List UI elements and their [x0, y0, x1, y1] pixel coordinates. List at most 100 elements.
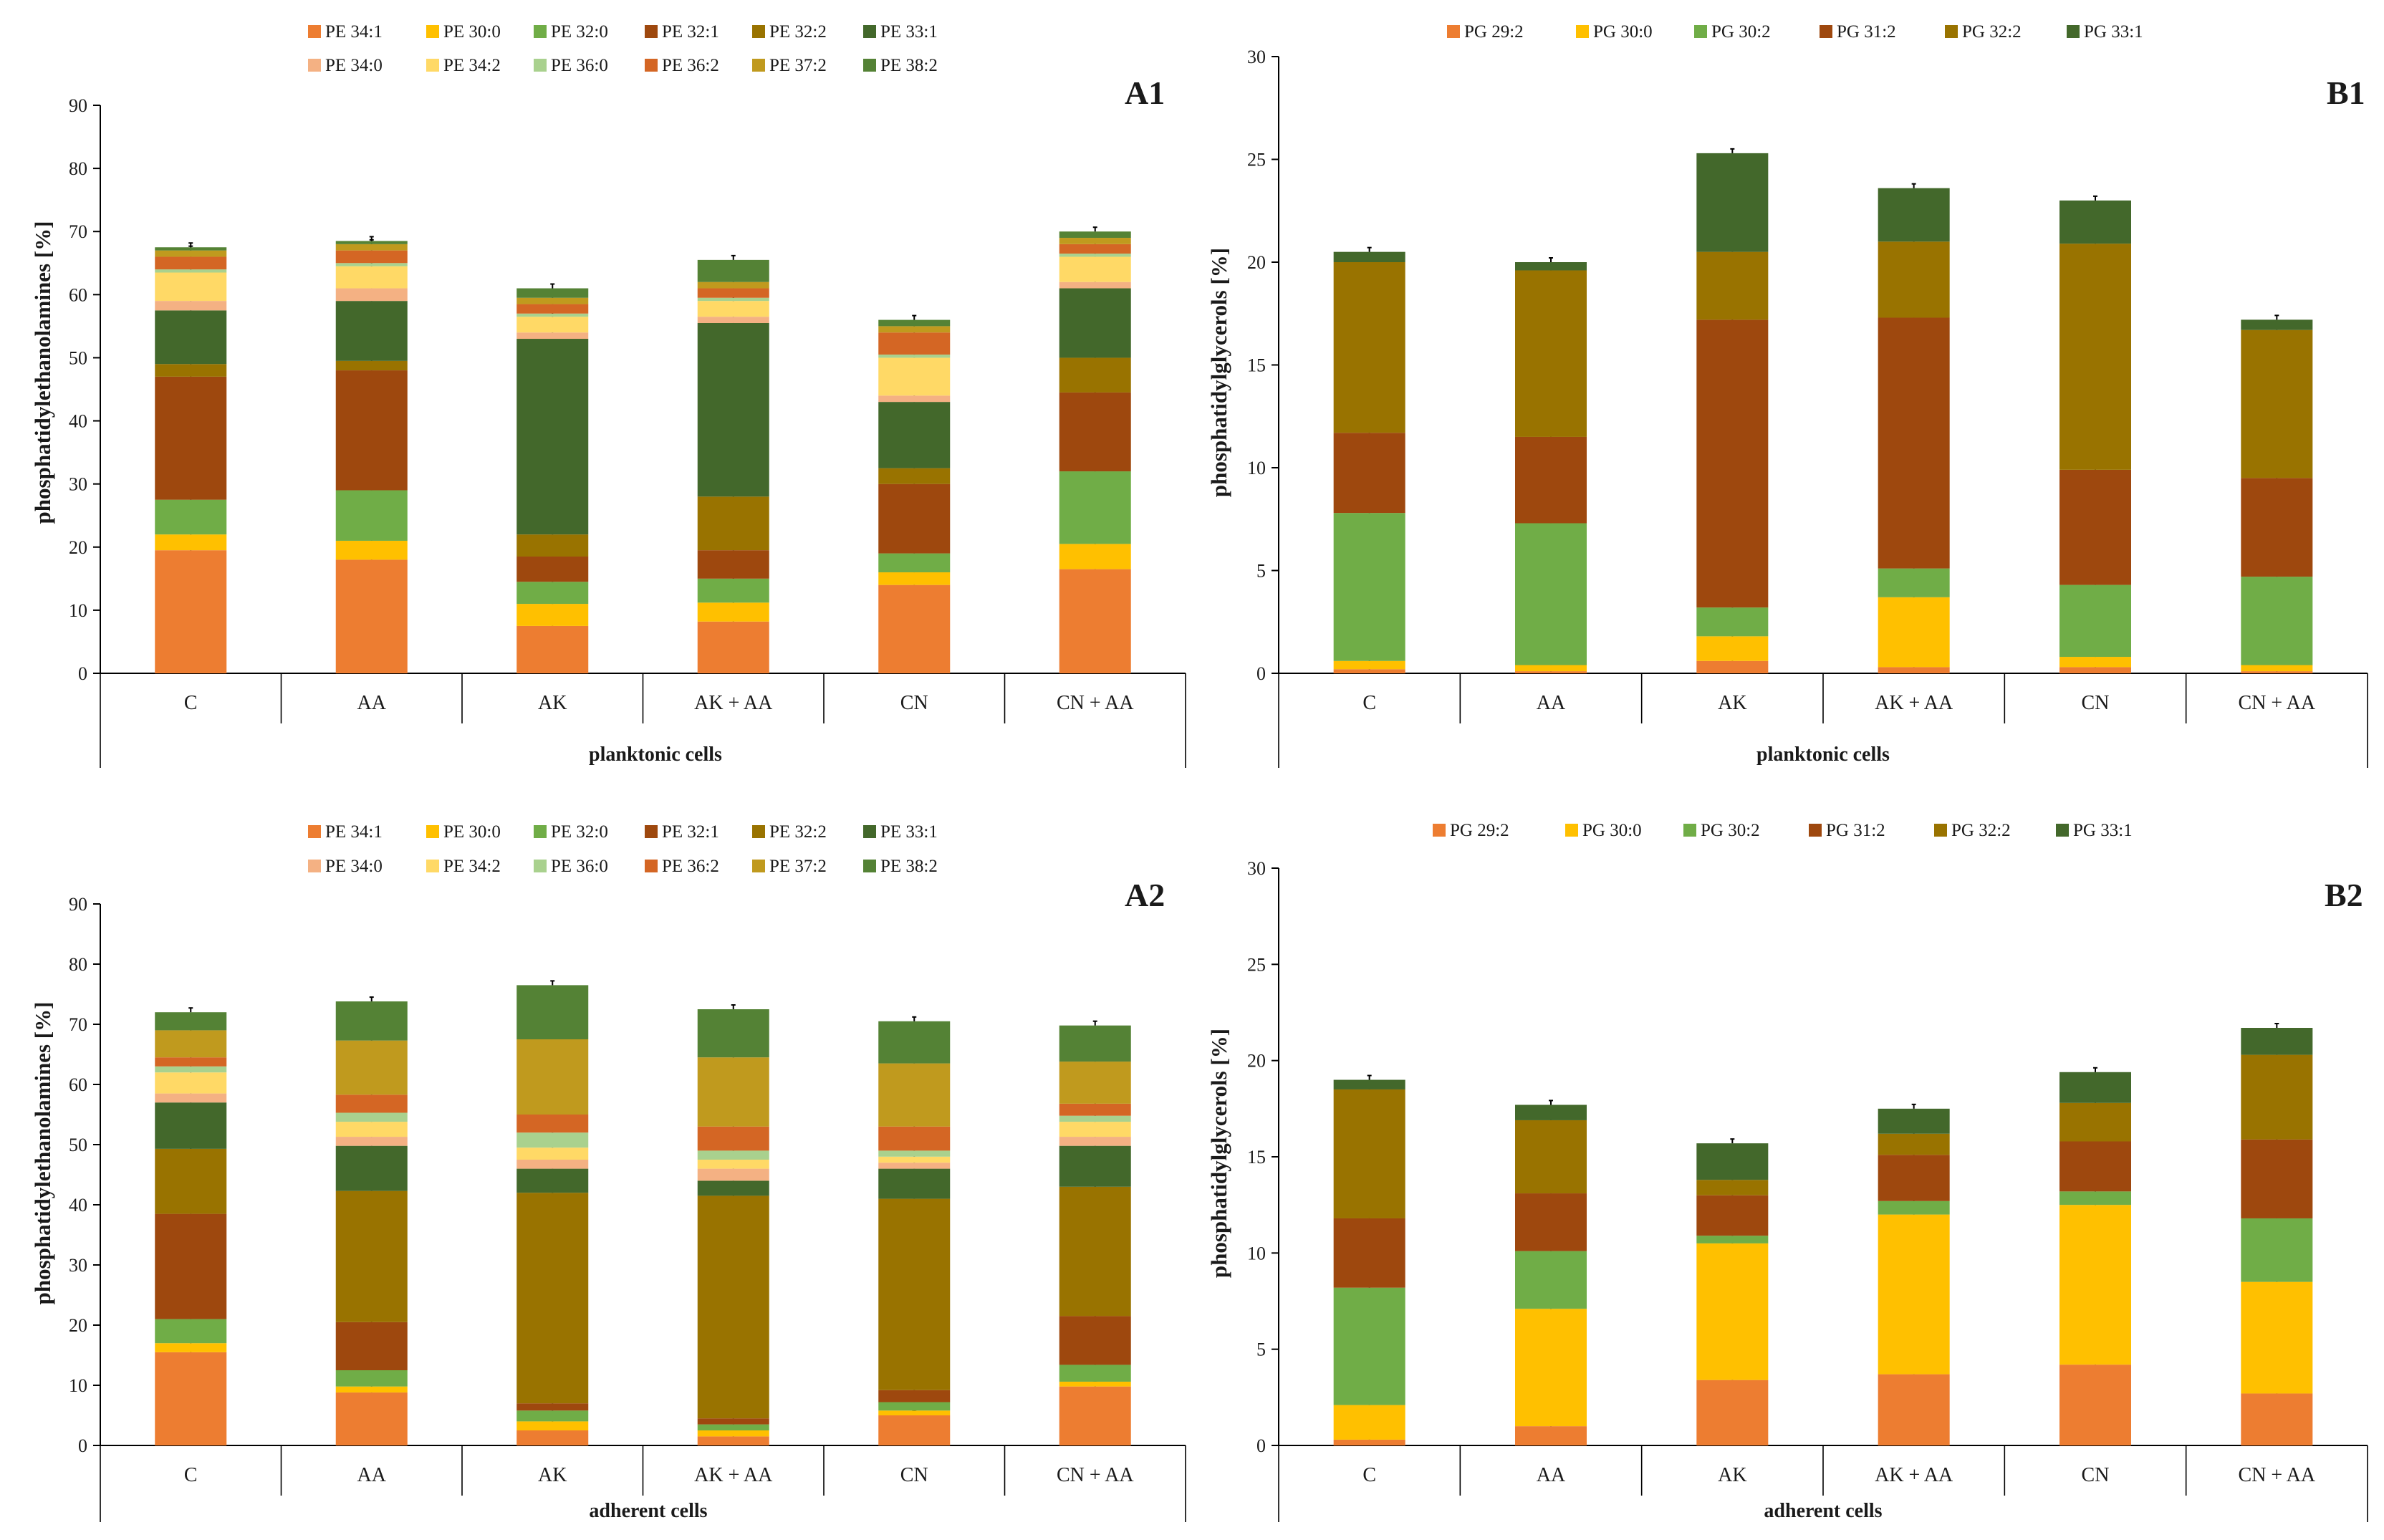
bar-segment-a1 — [335, 250, 408, 264]
legend-label-b1: PG 29:2 — [1464, 22, 1524, 42]
legend-swatch-a1 — [308, 25, 321, 38]
legend-swatch-a1 — [863, 25, 876, 38]
bar-segment-a2 — [516, 1115, 589, 1133]
legend-label-a2: PE 32:0 — [551, 822, 608, 842]
category-label-a2: CN — [900, 1464, 928, 1486]
legend-swatch-a1 — [426, 25, 439, 38]
category-label-b1: AK + AA — [1875, 692, 1953, 714]
bar-segment-a1 — [516, 297, 589, 304]
bar-segment-b1 — [1696, 607, 1769, 637]
legend-label-a2: PE 36:0 — [551, 857, 608, 876]
category-label-b2: C — [1362, 1464, 1376, 1486]
y-tick-label-b1: 20 — [1247, 252, 1266, 273]
bar-segment-a2 — [697, 1009, 769, 1058]
legend-label-a1: PE 32:1 — [662, 22, 719, 42]
legend-label-b2: PG 32:2 — [1951, 821, 2011, 840]
y-tick-label-a1: 40 — [69, 411, 87, 432]
legend-swatch-b2 — [1683, 824, 1696, 837]
bar-segment-b2 — [1333, 1287, 1405, 1405]
bar-segment-b1 — [1515, 436, 1587, 524]
y-tick-label-a2: 30 — [69, 1255, 87, 1276]
bar-segment-a2 — [878, 1402, 951, 1411]
bar-segment-b2 — [1515, 1251, 1587, 1309]
bar-segment-a2 — [155, 1352, 227, 1445]
bar-segment-a1 — [1059, 392, 1131, 472]
bar-segment-a2 — [878, 1390, 951, 1402]
bar-segment-a2 — [155, 1072, 227, 1094]
bar-segment-a1 — [516, 313, 589, 317]
bar-segment-a1 — [335, 540, 408, 560]
bar-segment-b1 — [1515, 671, 1587, 673]
chart-a1: 0 10 20 30 40 50 60 70 80 90 C AA AK AK + AA CN CN + AA… — [69, 22, 1186, 768]
bar-segment-a2 — [878, 1126, 951, 1151]
category-label-b1: AA — [1537, 692, 1566, 714]
bar-segment-a2 — [697, 1436, 769, 1445]
legend-swatch-a2 — [426, 860, 439, 872]
bar-segment-b1 — [1878, 241, 1950, 318]
y-axis-title-a1: phosphatidylethanolamines [%] — [30, 221, 55, 524]
y-tick-label-a1: 20 — [69, 537, 87, 558]
bar-segment-b2 — [1515, 1309, 1587, 1427]
bar-segment-a2 — [155, 1093, 227, 1103]
bar-segment-a2 — [697, 1418, 769, 1425]
legend-swatch-b1 — [2067, 25, 2080, 38]
bar-segment-a2 — [697, 1057, 769, 1127]
panel-b1: B1 phosphatidylglycerols [%] planktonic … — [1206, 74, 2365, 766]
y-tick-label-a2: 80 — [69, 954, 87, 975]
bar-segment-a1 — [1059, 238, 1131, 244]
bar-segment-b1 — [1878, 188, 1950, 242]
panel-label-b1: B1 — [2327, 74, 2365, 111]
bar-segment-a1 — [697, 550, 769, 579]
legend-label-a1: PE 37:2 — [769, 56, 827, 75]
chart-b1: 0 5 10 15 20 25 30 C AA AK AK + AA CN CN + AA PG 29:2… — [1247, 22, 2368, 768]
bar-segment-a2 — [516, 1168, 589, 1193]
bar-segment-a1 — [335, 559, 408, 673]
bar-segment-b2 — [1515, 1193, 1587, 1251]
bar-segment-a2 — [878, 1156, 951, 1163]
category-label-a1: AK + AA — [694, 692, 773, 714]
bar-segment-b1 — [2059, 667, 2131, 673]
bar-segment-a1 — [697, 578, 769, 603]
bar-segment-b1 — [1515, 665, 1587, 672]
bar-segment-b2 — [1333, 1405, 1405, 1440]
bar-segment-b2 — [1515, 1105, 1587, 1120]
legend-label-a2: PE 32:1 — [662, 822, 719, 842]
y-tick-label-a1: 80 — [69, 158, 87, 179]
bar-segment-a1 — [878, 357, 951, 396]
legend-swatch-a1 — [752, 25, 765, 38]
bar-segment-a1 — [878, 553, 951, 573]
legend-swatch-a2 — [863, 860, 876, 872]
legend-swatch-a1 — [863, 59, 876, 72]
bar-segment-b1 — [1515, 270, 1587, 437]
bar-segment-a2 — [335, 1112, 408, 1122]
bar-segment-b2 — [1878, 1133, 1950, 1155]
panel-label-b2: B2 — [2325, 877, 2363, 913]
bar-segment-a1 — [697, 297, 769, 302]
bar-segment-b2 — [2059, 1365, 2131, 1445]
bar-segment-b2 — [2059, 1191, 2131, 1205]
legend-swatch-b1 — [1576, 25, 1589, 38]
bar-segment-b1 — [1333, 251, 1405, 262]
bar-segment-a1 — [335, 370, 408, 491]
bar-segment-a1 — [1059, 244, 1131, 254]
bar-segment-b1 — [1333, 513, 1405, 661]
bar-segment-a1 — [155, 499, 227, 535]
legend-swatch-a2 — [308, 860, 321, 872]
category-label-a1: C — [184, 692, 198, 714]
bar-segment-a1 — [1059, 471, 1131, 544]
bar-segment-a1 — [1059, 281, 1131, 289]
panel-a1: A1 phosphatidylethanolamines [%] plankto… — [30, 74, 1165, 766]
y-axis-title-a2: phosphatidylethanolamines [%] — [30, 1002, 55, 1305]
category-label-a1: CN — [900, 692, 928, 714]
bar-segment-a1 — [516, 582, 589, 605]
bar-segment-a1 — [155, 256, 227, 270]
bar-segment-a2 — [697, 1126, 769, 1151]
legend-swatch-a1 — [534, 25, 547, 38]
bar-segment-a1 — [335, 263, 408, 266]
bar-segment-b1 — [1878, 568, 1950, 597]
bar-segment-a2 — [878, 1410, 951, 1415]
legend-label-a1: PE 36:0 — [551, 56, 608, 75]
bar-segment-a1 — [878, 483, 951, 554]
bar-segment-a1 — [1059, 256, 1131, 282]
bar-segment-b1 — [1515, 262, 1587, 271]
